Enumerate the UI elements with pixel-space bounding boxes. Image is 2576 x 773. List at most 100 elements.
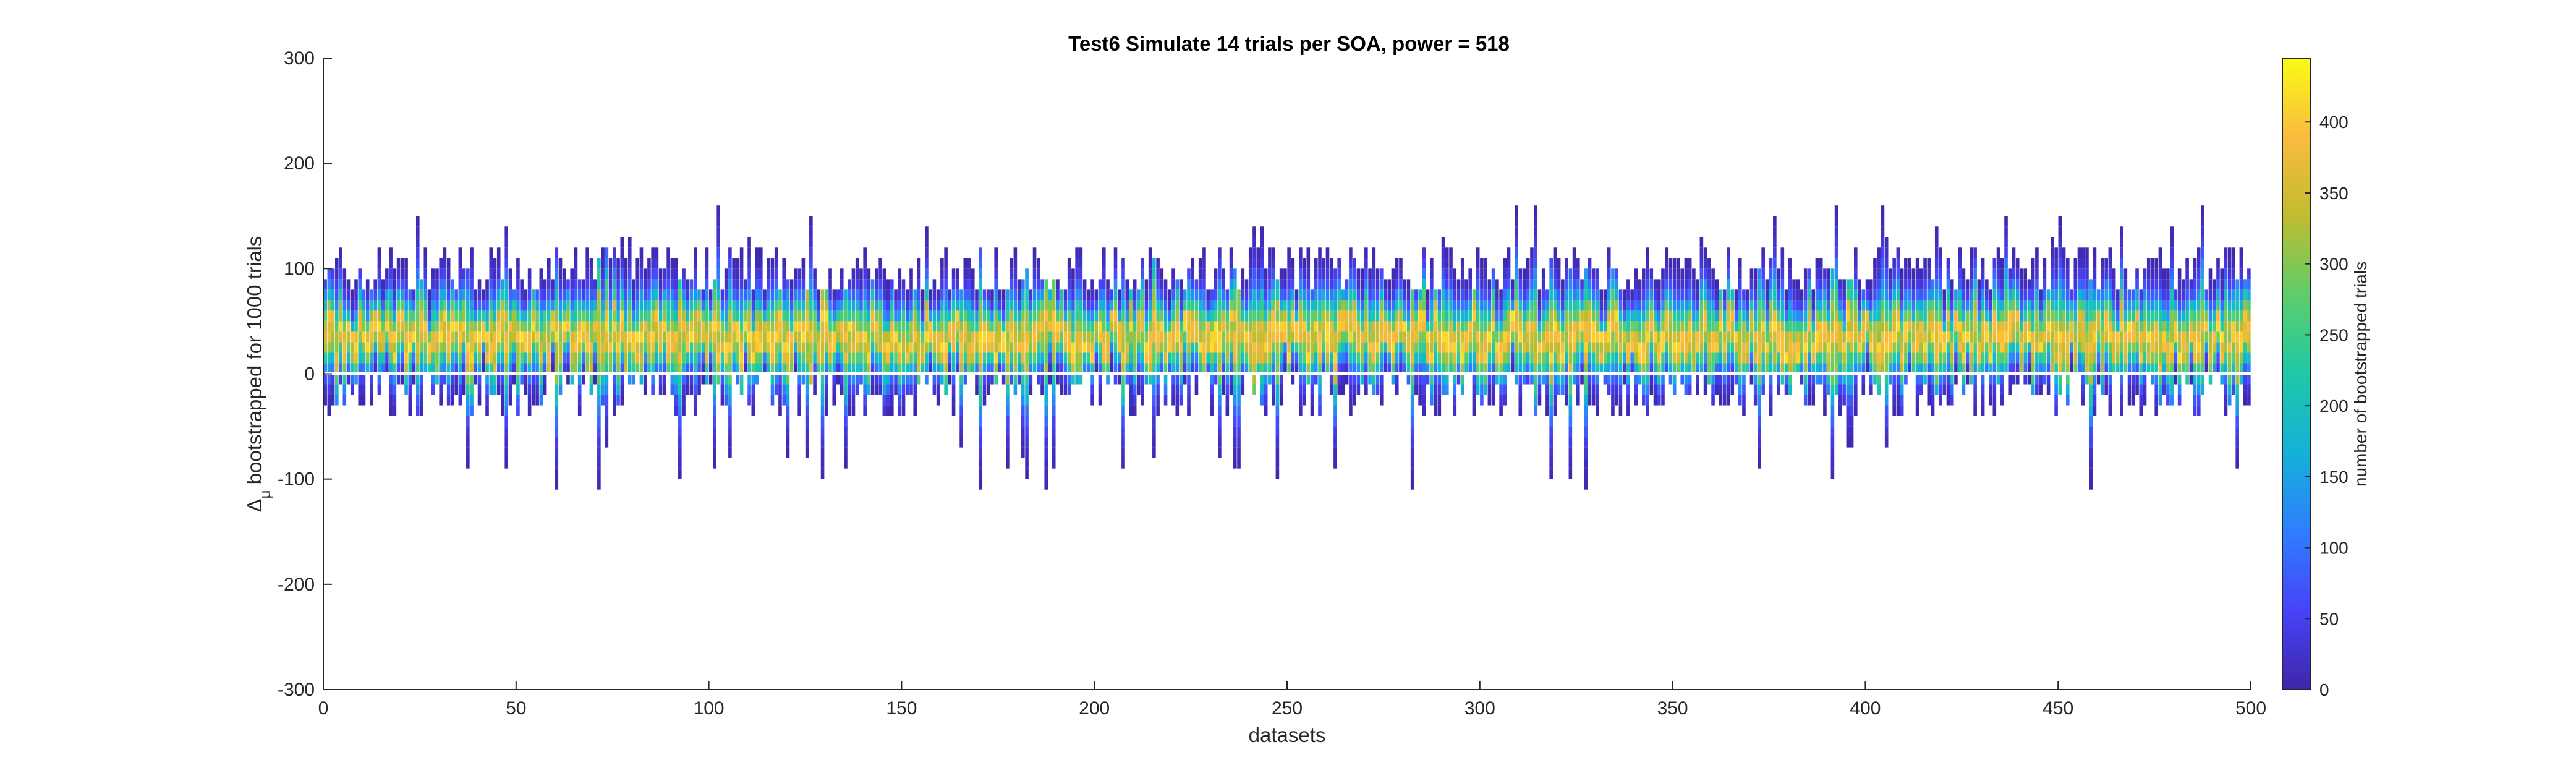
heatmap-cell (1730, 310, 1735, 322)
heatmap-cell (951, 395, 956, 406)
heatmap-cell (801, 310, 806, 322)
heatmap-cell (1414, 342, 1418, 353)
heatmap-cell (1006, 331, 1010, 343)
heatmap-cell (1515, 205, 1518, 216)
heatmap-cell (1553, 321, 1557, 332)
heatmap-cell (443, 352, 447, 364)
heatmap-cell (1561, 384, 1565, 395)
heatmap-cell (1395, 268, 1399, 280)
heatmap-cell (1480, 310, 1484, 322)
heatmap-cell (836, 310, 840, 322)
heatmap-cell (1707, 363, 1711, 374)
heatmap-cell (470, 405, 474, 416)
heatmap-cell (901, 384, 906, 395)
heatmap-cell (1727, 300, 1730, 311)
heatmap-cell (1098, 279, 1102, 290)
heatmap-cell (524, 374, 528, 385)
heatmap-cell (1291, 300, 1295, 311)
heatmap-cell (1252, 374, 1256, 385)
heatmap-cell (1572, 321, 1576, 332)
heatmap-cell (1314, 331, 1318, 343)
heatmap-cell (1291, 310, 1295, 322)
heatmap-cell (666, 268, 670, 280)
heatmap-cell (832, 395, 836, 406)
heatmap-cell (863, 279, 867, 290)
heatmap-cell (840, 310, 844, 322)
heatmap-cell (1677, 279, 1680, 290)
heatmap-cell (1537, 300, 1542, 311)
heatmap-cell (1796, 342, 1800, 353)
heatmap-cell (1834, 279, 1838, 290)
heatmap-cell (1703, 342, 1707, 353)
heatmap-cell (1449, 342, 1453, 353)
heatmap-cell (1171, 289, 1175, 301)
heatmap-cell (929, 331, 932, 343)
heatmap-cell (1788, 310, 1792, 322)
heatmap-cell (1503, 342, 1507, 353)
heatmap-cell (1545, 384, 1549, 395)
heatmap-cell (608, 331, 613, 343)
heatmap-cell (813, 363, 817, 374)
heatmap-cell (1353, 374, 1356, 385)
heatmap-cell (1345, 363, 1349, 374)
heatmap-cell (415, 352, 420, 364)
heatmap-cell (504, 279, 509, 290)
heatmap-cell (1703, 310, 1707, 322)
heatmap-cell (1283, 342, 1287, 353)
heatmap-cell (1175, 384, 1180, 395)
heatmap-cell (624, 279, 628, 290)
heatmap-cell (1565, 310, 1568, 322)
heatmap-cell (1364, 258, 1368, 269)
heatmap-cell (1811, 342, 1816, 353)
heatmap-cell (1168, 321, 1171, 332)
heatmap-cell (1526, 268, 1530, 280)
heatmap-cell (508, 384, 512, 395)
heatmap-cell (323, 289, 327, 301)
heatmap-cell (504, 310, 509, 322)
heatmap-cell (925, 352, 929, 364)
heatmap-cell (423, 258, 428, 269)
heatmap-cell (732, 258, 736, 269)
heatmap-cell (1680, 268, 1684, 280)
heatmap-cell (1225, 321, 1230, 332)
heatmap-cell (1303, 321, 1306, 332)
heatmap-cell (909, 342, 913, 353)
heatmap-cell (1811, 374, 1816, 385)
heatmap-cell (496, 352, 501, 364)
heatmap-cell (1029, 331, 1033, 343)
heatmap-cell (1672, 268, 1677, 280)
heatmap-cell (558, 300, 563, 311)
heatmap-cell (555, 310, 559, 322)
heatmap-cell (1121, 352, 1125, 364)
heatmap-cell (435, 310, 439, 322)
heatmap-cell (1291, 331, 1295, 343)
heatmap-cell (339, 321, 342, 332)
heatmap-cell (1025, 395, 1029, 406)
heatmap-cell (1210, 384, 1214, 395)
heatmap-cell (794, 363, 797, 374)
heatmap-cell (1684, 352, 1688, 364)
heatmap-cell (1353, 279, 1356, 290)
heatmap-cell (1141, 300, 1144, 311)
heatmap-cell (632, 331, 635, 343)
heatmap-cell (547, 258, 551, 269)
heatmap-cell (1511, 331, 1515, 343)
heatmap-cell (739, 352, 744, 364)
heatmap-cell (1113, 331, 1118, 343)
heatmap-cell (971, 352, 975, 364)
heatmap-cell (1803, 300, 1808, 311)
heatmap-cell (747, 352, 751, 364)
heatmap-cell (686, 363, 690, 374)
heatmap-cell (1379, 321, 1384, 332)
heatmap-cell (1703, 374, 1707, 385)
heatmap-cell (616, 321, 620, 332)
heatmap-cell (331, 331, 335, 343)
heatmap-cell (1036, 268, 1040, 280)
heatmap-cell (982, 352, 987, 364)
heatmap-cell (844, 300, 848, 311)
heatmap-cell (1275, 468, 1280, 479)
heatmap-cell (909, 352, 913, 364)
heatmap-cell (1738, 310, 1742, 322)
heatmap-cell (678, 300, 682, 311)
heatmap-cell (327, 405, 331, 416)
